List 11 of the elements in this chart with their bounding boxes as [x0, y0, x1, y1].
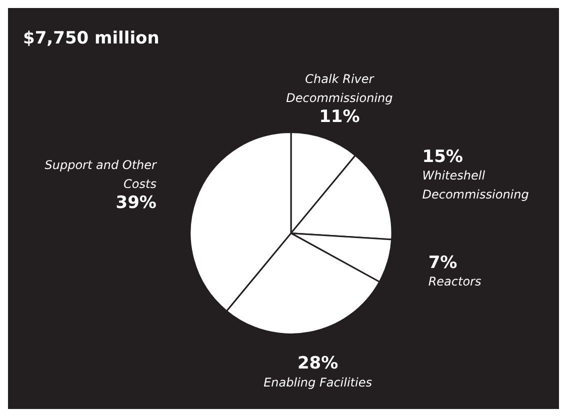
data-label: 15% [422, 146, 463, 167]
chart-title: $7,750 million [23, 28, 160, 49]
slice-label: Reactors [428, 274, 482, 289]
slice-label: Enabling Facilities [264, 375, 372, 390]
data-label: 39% [116, 193, 156, 214]
data-label: 28% [297, 354, 338, 374]
slice-label: Whiteshell Decommissioning [422, 168, 530, 202]
data-label: 7% [428, 253, 458, 274]
data-label: 11% [319, 107, 360, 128]
slice-label: Chalk River Decommissioning [286, 72, 394, 105]
slice-label: Support and Other Costs [44, 158, 158, 191]
